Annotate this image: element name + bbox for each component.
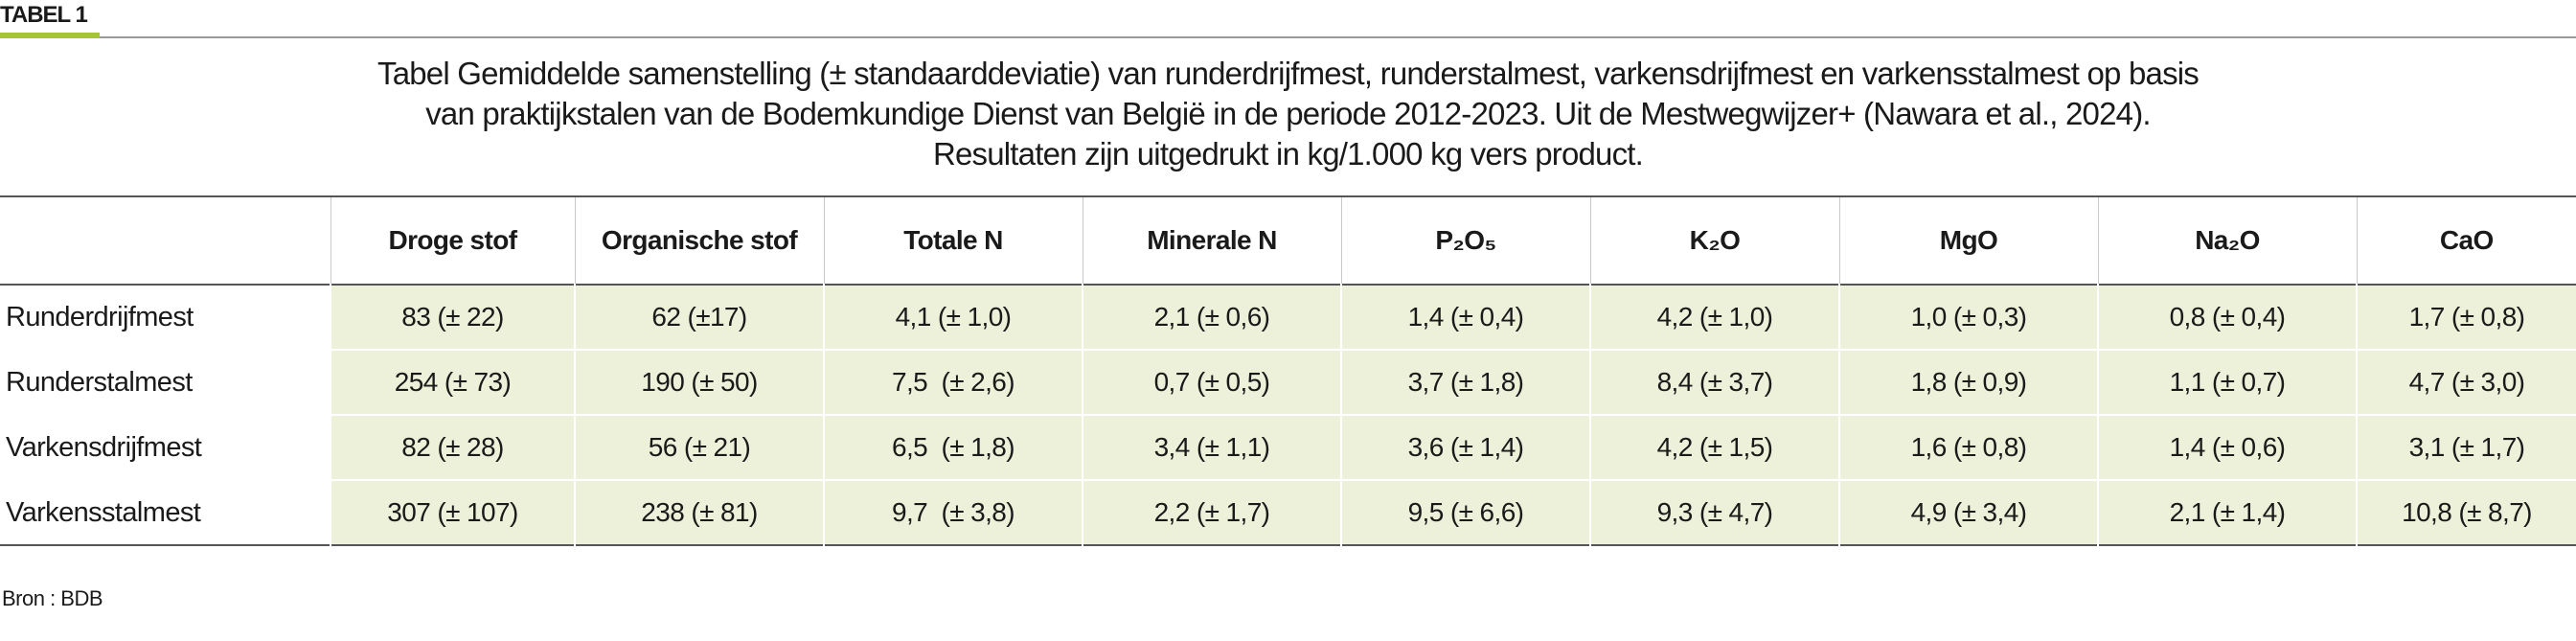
column-header: Droge stof: [330, 196, 575, 285]
column-header: K₂O: [1589, 196, 1839, 285]
top-rule: [100, 36, 2576, 38]
row-label: Varkensdrijfmest: [0, 414, 331, 480]
row-label: Runderdrijfmest: [0, 285, 331, 350]
column-header: Minerale N: [1082, 196, 1341, 285]
corner-cell: [0, 196, 331, 285]
table-row: Varkensdrijfmest 82 (± 28) 56 (± 21) 6,5 (±…: [0, 414, 2576, 480]
table-row: Runderstalmest 254 (± 73) 190 (± 50) 7,5 (±…: [0, 349, 2576, 415]
table-cell: 6,5 (± 1,8): [823, 414, 1083, 480]
column-header: Organische stof: [574, 196, 824, 285]
table-cell: 83 (± 22): [330, 285, 575, 350]
column-header: CaO: [2356, 196, 2576, 285]
table-cell: 1,8 (± 0,9): [1838, 349, 2098, 415]
table-cell: 82 (± 28): [330, 414, 575, 480]
table-cell: 9,3 (± 4,7): [1589, 479, 1839, 545]
table-cell: 9,7 (± 3,8): [823, 479, 1083, 545]
title-line: van praktijkstalen van de Bodemkundige D…: [425, 96, 2151, 131]
table-cell: 4,1 (± 1,0): [823, 285, 1083, 350]
table-cell: 254 (± 73): [330, 349, 575, 415]
table-cell: 1,0 (± 0,3): [1838, 285, 2098, 350]
table-cell: 307 (± 107): [330, 479, 575, 545]
table-cell: 238 (± 81): [574, 479, 824, 545]
table-cell: 1,1 (± 0,7): [2097, 349, 2357, 415]
table-cell: 3,4 (± 1,1): [1082, 414, 1341, 480]
table-cell: 4,2 (± 1,5): [1589, 414, 1839, 480]
source: Bron : BDB: [2, 586, 103, 610]
table-cell: 10,8 (± 8,7): [2356, 479, 2576, 545]
table-cell: 3,6 (± 1,4): [1340, 414, 1590, 480]
table-cell: 4,7 (± 3,0): [2356, 349, 2576, 415]
column-header: P₂O₅: [1340, 196, 1590, 285]
table-cell: 3,7 (± 1,8): [1340, 349, 1590, 415]
column-header: MgO: [1838, 196, 2098, 285]
table-cell: 190 (± 50): [574, 349, 824, 415]
label-bar: [0, 33, 100, 38]
row-label: Varkensstalmest: [0, 479, 331, 545]
header-row: Droge stof Organische stof Totale N Mineral…: [0, 196, 2576, 285]
table-body: Runderdrijfmest 83 (± 22) 62 (±17) 4,1 (± 1…: [0, 285, 2576, 545]
table-cell: 4,9 (± 3,4): [1838, 479, 2098, 545]
table-cell: 9,5 (± 6,6): [1340, 479, 1590, 545]
table-cell: 3,1 (± 1,7): [2356, 414, 2576, 480]
table-cell: 2,1 (± 1,4): [2097, 479, 2357, 545]
table-cell: 1,6 (± 0,8): [1838, 414, 2098, 480]
table-cell: 56 (± 21): [574, 414, 824, 480]
table-cell: 2,1 (± 0,6): [1082, 285, 1341, 350]
table-row: Varkensstalmest 307 (± 107) 238 (± 81) 9,7 …: [0, 479, 2576, 545]
title-line: Resultaten zijn uitgedrukt in kg/1.000 k…: [932, 136, 1644, 172]
table: Droge stof Organische stof Totale N Mineral…: [0, 195, 2576, 546]
table-cell: 7,5 (± 2,6): [823, 349, 1083, 415]
table-cell: 0,7 (± 0,5): [1082, 349, 1341, 415]
table-cell: 62 (±17): [574, 285, 824, 350]
row-label: Runderstalmest: [0, 349, 331, 415]
table-cell: 1,4 (± 0,4): [1340, 285, 1590, 350]
title-line: Tabel Gemiddelde samenstelling (± standa…: [377, 56, 2200, 91]
table-cell: 0,8 (± 0,4): [2097, 285, 2357, 350]
title: Tabel Gemiddelde samenstelling (± standa…: [0, 54, 2576, 174]
table-cell: 4,2 (± 1,0): [1589, 285, 1839, 350]
table-cell: 1,4 (± 0,6): [2097, 414, 2357, 480]
table-cell: 8,4 (± 3,7): [1589, 349, 1839, 415]
table-cell: 1,7 (± 0,8): [2356, 285, 2576, 350]
table-label: TABEL 1: [0, 2, 88, 28]
table-cell: 2,2 (± 1,7): [1082, 479, 1341, 545]
table-row: Runderdrijfmest 83 (± 22) 62 (±17) 4,1 (± 1…: [0, 285, 2576, 350]
column-header: Na₂O: [2097, 196, 2357, 285]
column-header: Totale N: [823, 196, 1083, 285]
